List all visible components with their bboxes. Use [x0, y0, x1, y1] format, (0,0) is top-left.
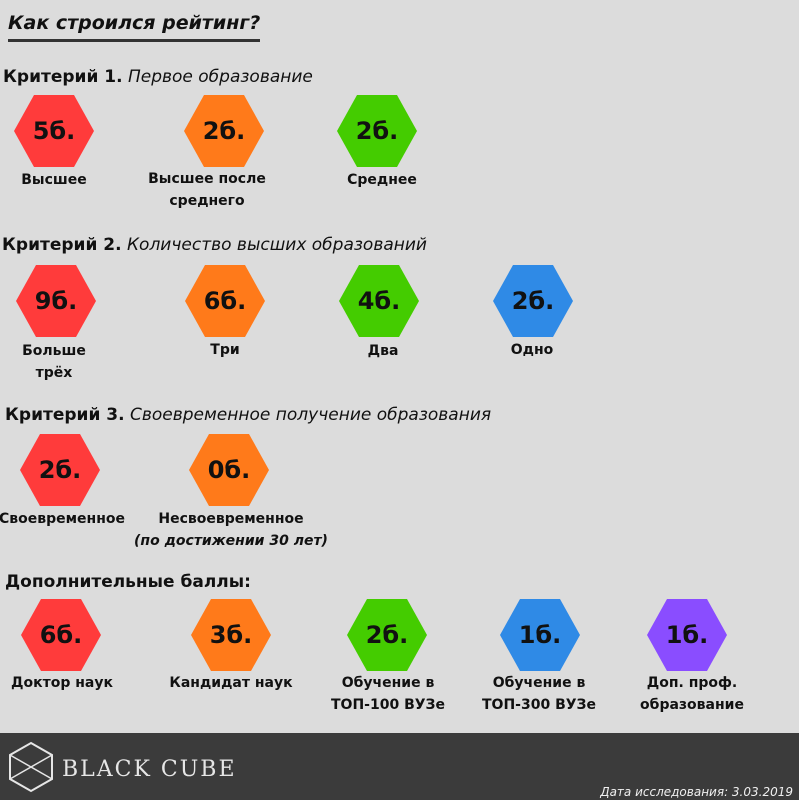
option-label: Обучение в ТОП-300 ВУЗе	[482, 675, 596, 713]
option-label: Доп. проф. образование	[640, 675, 744, 713]
hex-badge: 2б.	[184, 95, 264, 167]
option-label: Кандидат наук	[169, 675, 293, 691]
hex-badge: 5б.	[14, 95, 94, 167]
hex-badge: 2б.	[20, 434, 100, 506]
criterion-1-heading: Критерий 1. Первое образование	[3, 67, 313, 87]
hex-badge: 2б.	[493, 265, 573, 337]
option-label-main: Несвоевременное	[158, 511, 304, 527]
cube-logo-icon	[9, 741, 53, 793]
option-label: Высшее после среднего	[148, 171, 266, 209]
hex-badge: 4б.	[339, 265, 419, 337]
criterion-1-label: Критерий 1.	[3, 67, 123, 87]
hex-badge: 2б.	[337, 95, 417, 167]
criterion-2-name: Количество высших образований	[126, 235, 427, 255]
option-label: Высшее	[21, 172, 87, 188]
study-date: Дата исследования: 3.03.2019	[600, 785, 793, 799]
criterion-1-name: Первое образование	[127, 67, 313, 87]
option-label: Одно	[510, 342, 554, 358]
option-label: Обучение в ТОП-100 ВУЗе	[331, 675, 445, 713]
option-label: Среднее	[347, 172, 417, 188]
criterion-2-label: Критерий 2.	[2, 235, 122, 255]
extra-label: Дополнительные баллы:	[5, 572, 251, 592]
option-label: Доктор наук	[11, 675, 113, 691]
option-label: Больше трёх	[22, 343, 86, 381]
brand-name: BLACK CUBE	[62, 757, 237, 782]
hex-badge: 6б.	[185, 265, 265, 337]
option-label: Три	[210, 342, 240, 358]
criterion-3-label: Критерий 3.	[5, 405, 125, 425]
option-label-note: (по достижении 30 лет)	[134, 533, 328, 549]
hex-badge: 1б.	[500, 599, 580, 671]
hex-badge: 0б.	[189, 434, 269, 506]
criterion-2-heading: Критерий 2. Количество высших образовани…	[2, 235, 427, 255]
hex-badge: 3б.	[191, 599, 271, 671]
hex-badge: 1б.	[647, 599, 727, 671]
hex-badge: 6б.	[21, 599, 101, 671]
hex-badge: 9б.	[16, 265, 96, 337]
criterion-3-name: Своевременное получение образования	[129, 405, 492, 425]
extra-heading: Дополнительные баллы:	[5, 572, 251, 592]
option-label: Два	[367, 343, 399, 359]
option-label: Несвоевременное (по достижении 30 лет)	[131, 508, 331, 552]
option-label: Своевременное	[0, 511, 126, 527]
hex-badge: 2б.	[347, 599, 427, 671]
page-title: Как строился рейтинг?	[8, 12, 261, 42]
criterion-3-heading: Критерий 3. Своевременное получение обра…	[5, 405, 491, 425]
footer-bar	[0, 733, 799, 800]
